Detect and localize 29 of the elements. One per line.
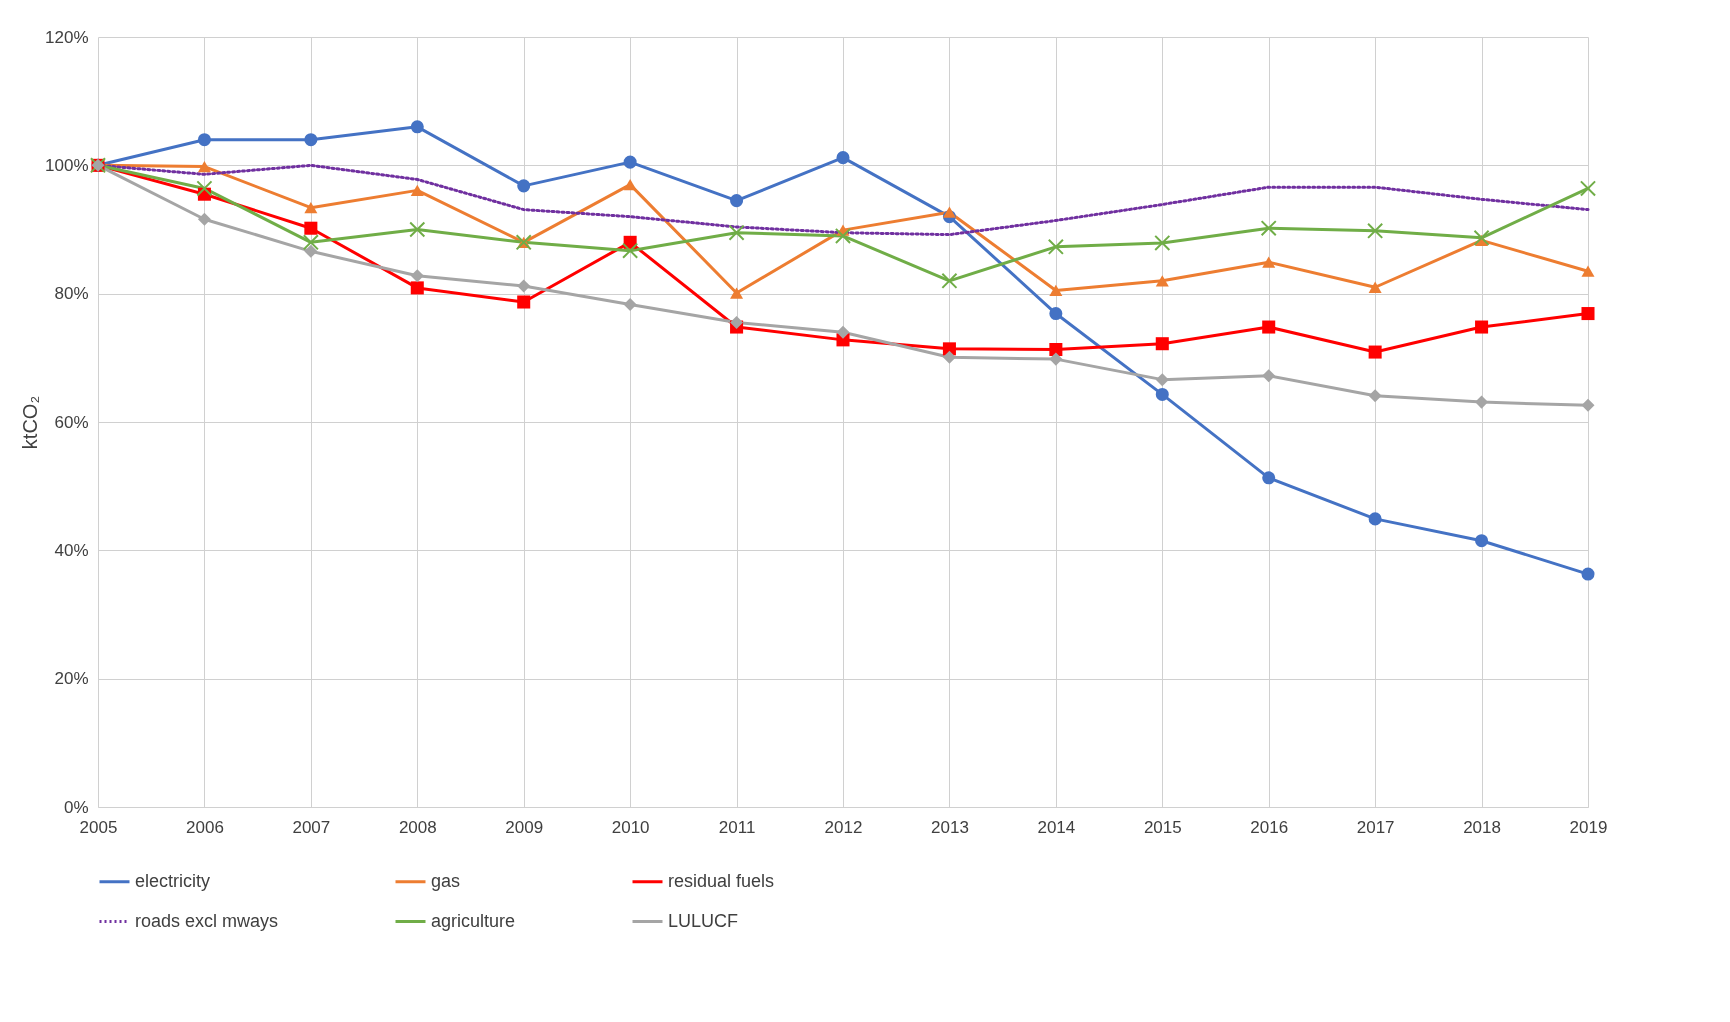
legend-label: roads excl mways	[135, 910, 279, 931]
x-tick-label: 2019	[1569, 817, 1608, 837]
x-tick-label: 2015	[1143, 817, 1182, 837]
legend-label: residual fuels	[668, 870, 775, 891]
y-tick-label: 80%	[54, 284, 89, 304]
y-tick-label: 100%	[45, 155, 89, 175]
legend-label: electricity	[135, 870, 211, 891]
x-tick-label: 2010	[611, 817, 650, 837]
x-tick-label: 2009	[505, 817, 544, 837]
y-tick-label: 20%	[54, 669, 89, 689]
x-tick-label: 2016	[1250, 817, 1289, 837]
x-tick-label: 2012	[824, 817, 863, 837]
legend-label: LULUCF	[668, 910, 739, 931]
y-axis-title: ktCO₂	[19, 395, 42, 450]
x-tick-label: 2011	[718, 817, 756, 837]
y-tick-label: 60%	[54, 412, 89, 432]
x-tick-label: 2017	[1356, 817, 1395, 837]
x-tick-label: 2013	[931, 817, 969, 837]
y-tick-label: 0%	[63, 797, 89, 817]
x-tick-label: 2006	[186, 817, 224, 837]
x-tick-label: 2007	[292, 817, 331, 837]
legend-label: gas	[431, 870, 461, 891]
y-tick-label: 120%	[45, 27, 89, 47]
x-tick-label: 2008	[398, 817, 437, 837]
x-tick-label: 2014	[1037, 817, 1076, 837]
legend-label: agriculture	[431, 910, 516, 931]
x-tick-label: 2005	[79, 817, 118, 837]
x-tick-label: 2018	[1463, 817, 1501, 837]
y-tick-label: 40%	[54, 540, 89, 560]
